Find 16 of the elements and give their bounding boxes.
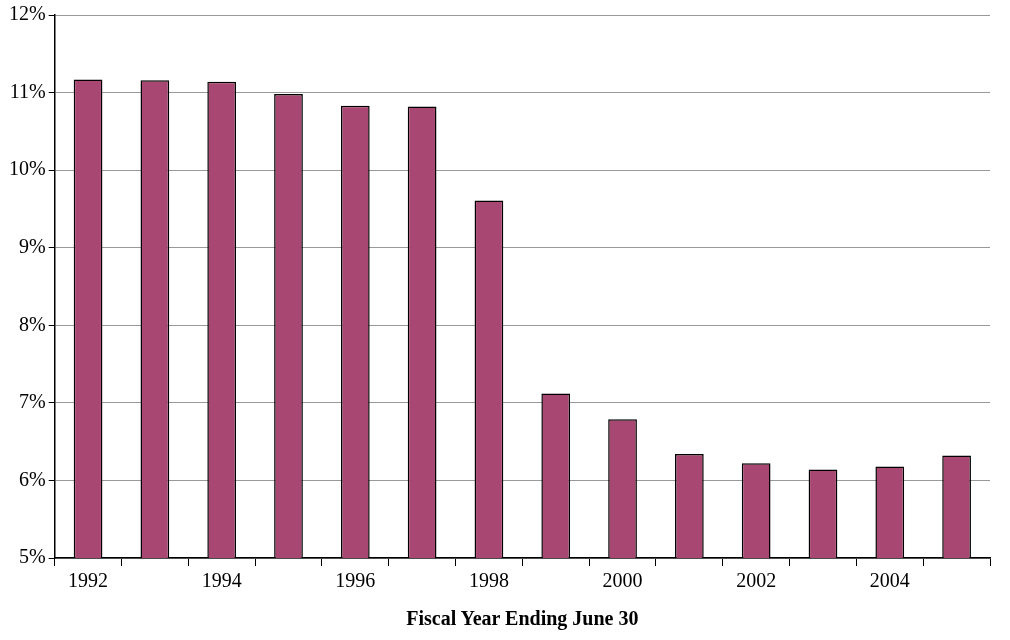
x-tick-label: 1994 [201, 569, 242, 592]
x-tick-label: 1998 [468, 569, 509, 592]
y-tick-label: 8% [18, 312, 46, 335]
x-tick-label: 2004 [869, 569, 910, 592]
x-tick-label: 1992 [68, 569, 109, 592]
y-tick-label: 7% [18, 390, 46, 413]
x-tick-label: 2000 [602, 569, 643, 592]
x-axis-title: Fiscal Year Ending June 30 [406, 607, 639, 631]
y-tick-label: 9% [18, 234, 46, 257]
y-tick-label: 6% [18, 467, 46, 490]
x-tick-label: 2002 [736, 569, 777, 592]
y-tick-label: 5% [18, 545, 46, 568]
x-tick-label: 1996 [335, 569, 376, 592]
y-tick-label: 10% [8, 157, 46, 180]
y-tick-label: 11% [9, 79, 46, 102]
y-tick-label: 12% [8, 2, 46, 25]
